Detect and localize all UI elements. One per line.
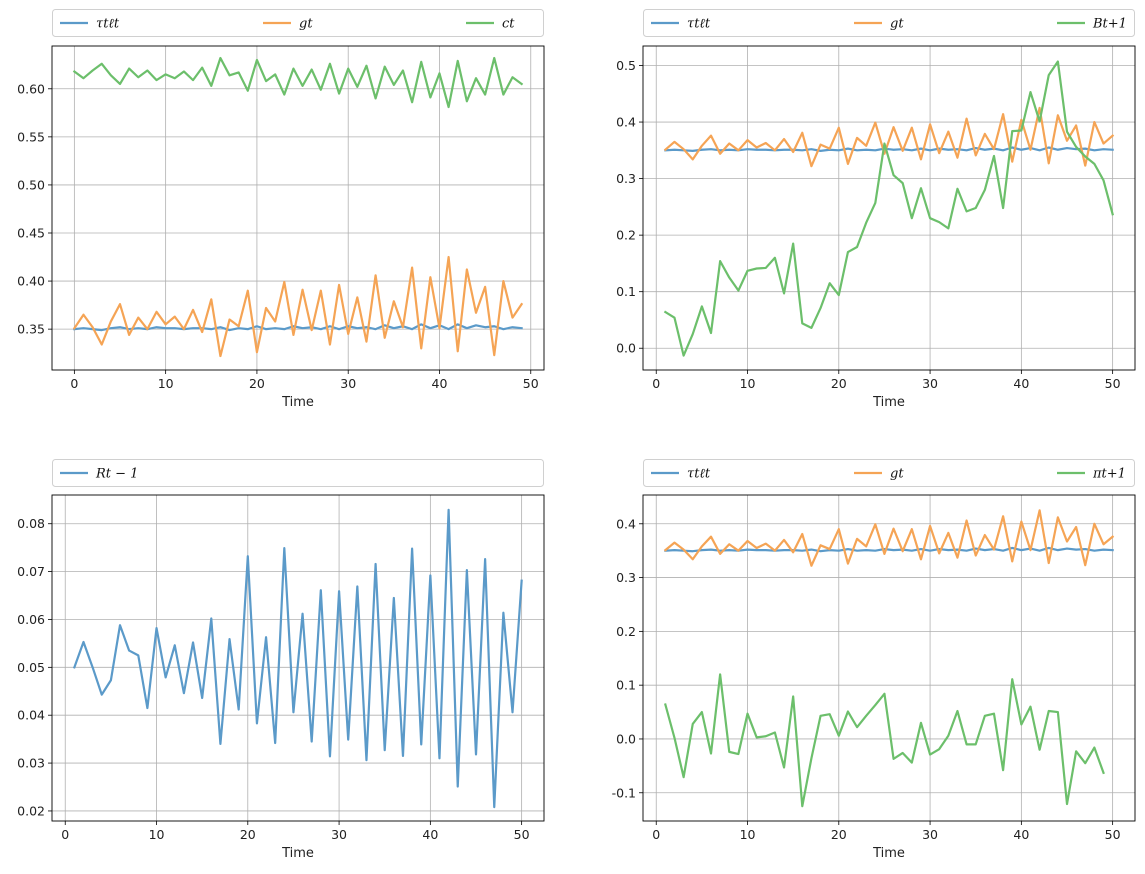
y-tick-label: 0.08 [17,516,45,531]
legend-box [52,9,544,37]
legend-item-3: πt+1 [1057,467,1126,482]
series-line-1 [72,508,523,809]
legend-label: gt [890,467,904,482]
series-line-2 [663,509,1115,567]
y-tick-label: 0.3 [616,570,636,585]
legend-item-2: gt [854,17,904,32]
x-tick-label: 40 [432,376,448,391]
y-tick-label: 0.60 [17,81,45,96]
legend: τtℓt gt πt+1 [643,459,1135,487]
series-line-3 [664,673,1105,808]
x-tick-label: 30 [340,376,356,391]
legend-label: Bt+1 [1092,17,1127,32]
y-tick-label: 0.50 [17,177,45,192]
chart-panel-4: 0 10 20 30 40 50 -0.1 0.0 0.1 0.2 0.3 0.4 Time τtℓt gt… [612,459,1136,861]
y-tick-label: 0.35 [17,322,45,337]
y-tick-label: 0.04 [17,708,45,723]
legend-label: τtℓt [96,17,120,32]
x-tick-label: 20 [249,376,265,391]
legend-item-1: τtℓt [651,17,711,32]
x-tick-label: 40 [1013,827,1029,842]
y-tick-label: 0.02 [17,803,45,818]
legend-label: τtℓt [687,467,711,482]
axes-frame [642,45,1136,371]
series-line-1 [73,323,523,332]
x-tick-label: 30 [922,827,938,842]
legend-label: τtℓt [687,17,711,32]
x-tick-label: 20 [240,827,256,842]
y-tick-label: 0.2 [616,624,636,639]
x-tick-label: 40 [422,827,438,842]
legend-label: πt+1 [1092,467,1126,482]
x-tick-label: 0 [652,827,660,842]
chart-panel-3: 0 10 20 30 40 50 0.02 0.03 0.04 0.05 0.06 0.07 0.08 T… [17,459,545,861]
y-tick-label: -0.1 [612,785,636,800]
legend-label: gt [299,17,313,32]
x-tick-label: 10 [740,376,756,391]
y-tick-label: 0.0 [616,341,636,356]
y-tick-label: 0.2 [616,228,636,243]
x-tick-label: 0 [70,376,78,391]
y-tick-label: 0.1 [616,678,636,693]
x-tick-label: 50 [523,376,539,391]
y-tick-label: 0.0 [616,731,636,746]
x-axis-label: Time [281,395,314,410]
legend-label: gt [890,17,904,32]
x-tick-label: 0 [61,827,69,842]
legend: τtℓt gt ct [52,9,544,37]
legend-item-1: τtℓt [60,17,120,32]
chart-panel-1: 0 10 20 30 40 50 0.35 0.40 0.45 0.50 0.55 0.60 Time τ… [17,9,545,410]
legend-label: ct [502,17,515,32]
series-line-2 [72,255,524,358]
legend: τtℓt gt Bt+1 [643,9,1135,37]
legend-item-1: τtℓt [651,467,711,482]
x-tick-label: 20 [831,827,847,842]
y-tick-label: 0.4 [616,115,636,130]
legend-item-3: ct [466,17,515,32]
legend-item-2: gt [854,467,904,482]
axes-frame [51,45,545,371]
legend-label: Rt − 1 [95,467,138,482]
legend-box [643,459,1135,487]
axes-frame [642,494,1136,822]
x-tick-label: 50 [514,827,530,842]
x-tick-label: 20 [831,376,847,391]
legend-item-1: Rt − 1 [60,467,138,482]
y-tick-label: 0.3 [616,171,636,186]
legend-item-3: Bt+1 [1057,17,1127,32]
x-tick-label: 10 [149,827,165,842]
y-tick-label: 0.55 [17,129,45,144]
y-tick-label: 0.03 [17,756,45,771]
y-tick-label: 0.1 [616,284,636,299]
y-tick-label: 0.45 [17,225,45,240]
legend: Rt − 1 [52,459,544,487]
x-tick-label: 40 [1013,376,1029,391]
y-tick-label: 0.06 [17,612,45,627]
legend-box [52,459,544,487]
series-line-3 [663,60,1114,357]
x-axis-label: Time [872,846,905,861]
chart-panel-2: 0 10 20 30 40 50 0.0 0.1 0.2 0.3 0.4 0.5 Time τtℓt gt B… [616,9,1136,410]
x-axis-label: Time [872,395,905,410]
x-tick-label: 10 [740,827,756,842]
y-tick-label: 0.4 [616,516,636,531]
legend-item-2: gt [263,17,313,32]
x-tick-label: 30 [331,827,347,842]
x-tick-label: 0 [652,376,660,391]
x-tick-label: 50 [1105,376,1121,391]
x-tick-label: 30 [922,376,938,391]
axes-frame [51,494,545,822]
y-tick-label: 0.05 [17,660,45,675]
x-tick-label: 50 [1105,827,1121,842]
series-line-3 [72,56,524,109]
y-tick-label: 0.07 [17,564,45,579]
x-axis-label: Time [281,846,314,861]
legend-box [643,9,1135,37]
y-tick-label: 0.40 [17,274,45,289]
x-tick-label: 10 [158,376,174,391]
y-tick-label: 0.5 [616,58,636,73]
